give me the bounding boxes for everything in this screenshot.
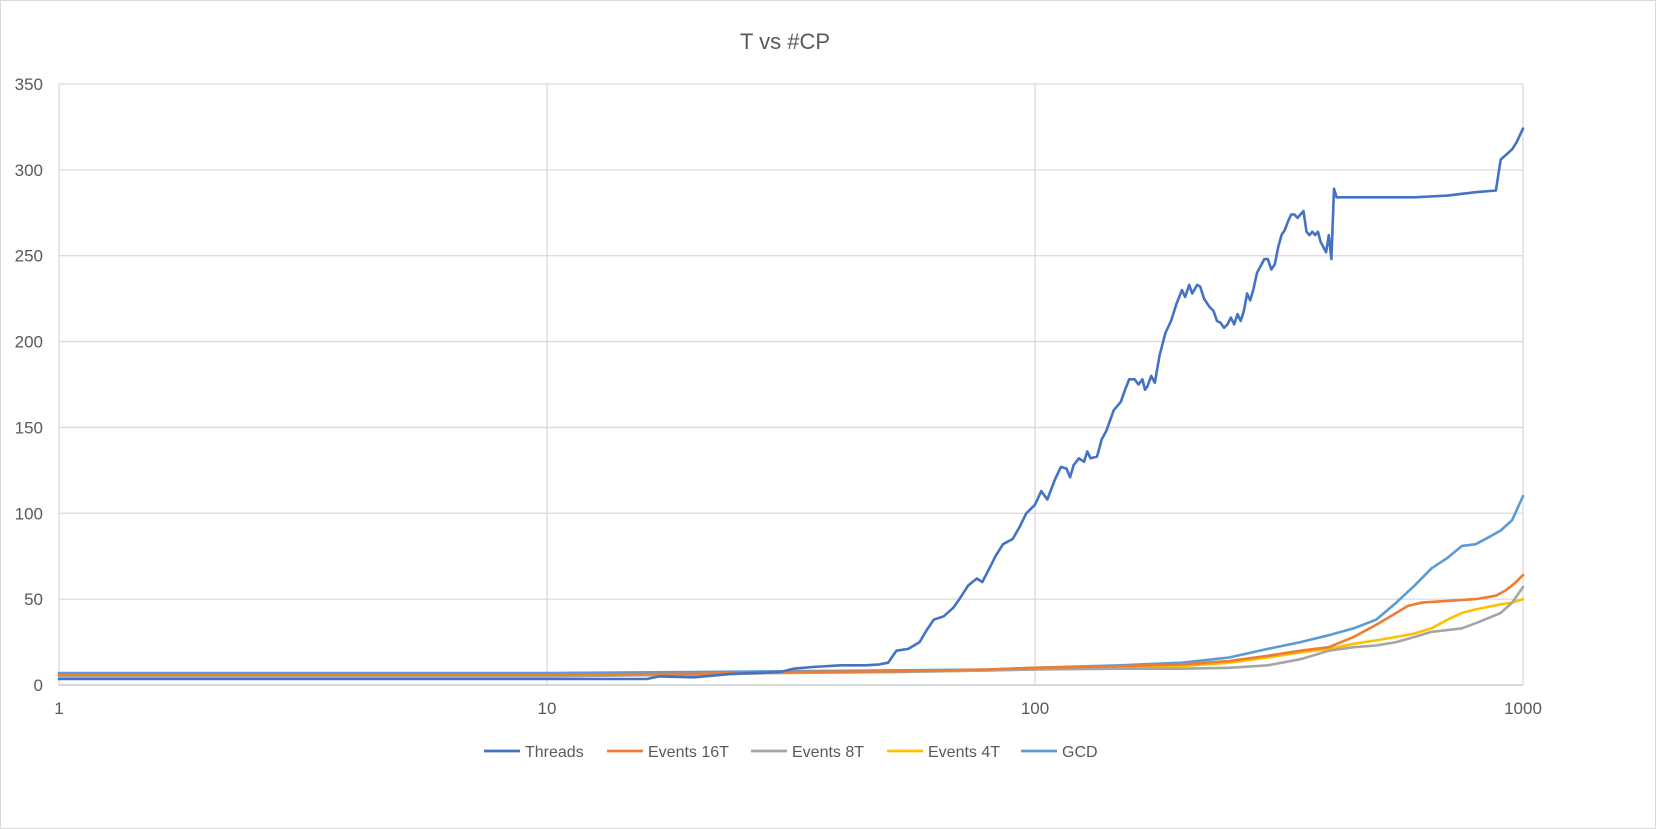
y-tick-label: 250 [15,247,43,266]
legend-item-events-4t[interactable]: Events 4T [887,744,1000,761]
x-tick-label: 100 [1021,699,1049,718]
legend-item-events-16t[interactable]: Events 16T [607,744,729,761]
y-tick-label: 350 [15,75,43,94]
y-tick-label: 50 [24,590,43,609]
series-line-events-4t [57,597,1525,677]
grid [58,83,1524,686]
series-lines [57,127,1525,681]
series-line-events-8t [57,585,1525,678]
x-tick-label: 1000 [1504,699,1542,718]
series-line-threads [57,127,1525,681]
legend-label: Events 4T [928,744,1000,761]
legend-label: Events 16T [648,744,729,761]
x-tick-label: 1 [54,699,63,718]
y-tick-label: 0 [34,676,43,695]
y-tick-label: 150 [15,418,43,437]
legend-label: GCD [1062,744,1098,761]
series-line-gcd [57,494,1525,675]
y-tick-label: 100 [15,504,43,523]
legend-item-gcd[interactable]: GCD [1021,744,1098,761]
y-tick-label: 300 [15,161,43,180]
y-tick-label: 200 [15,333,43,352]
chart-title: T vs #CP [740,29,830,54]
series-line-events-16t [57,573,1525,676]
x-tick-label: 10 [538,699,557,718]
legend[interactable]: Threads Events 16T Events 8T Events 4T GCD [484,744,1098,761]
axes: 0 50 100 150 200 250 300 350 1 10 100 1000 [15,75,1542,718]
legend-label: Events 8T [792,744,864,761]
legend-item-threads[interactable]: Threads [484,744,584,761]
legend-item-events-8t[interactable]: Events 8T [751,744,864,761]
legend-label: Threads [525,744,584,761]
